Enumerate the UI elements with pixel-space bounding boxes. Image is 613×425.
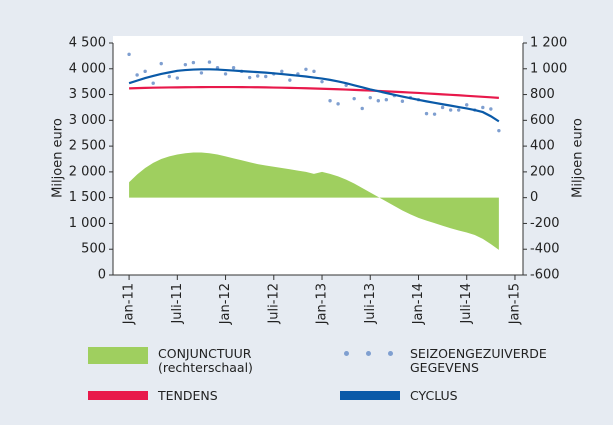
x-tick-label: Jan-11 — [122, 283, 137, 325]
data-dot — [247, 75, 252, 80]
legend-swatch — [88, 347, 148, 364]
y2-tick-label: 800 — [530, 87, 555, 102]
data-dot — [191, 60, 196, 65]
data-dot — [207, 60, 212, 64]
data-dot — [448, 108, 453, 112]
y2-tick-label: 200 — [530, 164, 555, 179]
x-tick-label: Jan-13 — [315, 283, 330, 325]
data-dot — [143, 69, 147, 74]
x-tick-label: Jan-12 — [218, 283, 233, 325]
y2-tick-label: 1 200 — [530, 36, 567, 51]
data-dot — [368, 95, 372, 100]
y2-tick-label: 600 — [530, 113, 555, 128]
y-tick-label: 3 000 — [69, 113, 106, 128]
y-tick-label: 4 500 — [69, 36, 106, 51]
x-tick-label: Juli-13 — [363, 283, 378, 325]
data-dot — [175, 76, 180, 80]
x-tick-label: Juli-14 — [459, 283, 474, 325]
data-dot — [328, 99, 332, 103]
data-dot — [497, 128, 501, 133]
data-dot — [312, 69, 316, 74]
data-dot — [223, 72, 228, 76]
y2-tick-label: 1 000 — [530, 61, 567, 76]
area — [129, 152, 499, 250]
y-tick-label: 2 000 — [69, 164, 106, 179]
data-dot — [465, 103, 469, 107]
y-axis-label: Miljoen euro — [51, 118, 66, 198]
data-dot — [456, 108, 461, 112]
legend-swatch — [88, 391, 148, 400]
data-dot — [489, 107, 493, 111]
data-dot — [151, 81, 155, 85]
y-tick-label: 2 500 — [69, 139, 106, 154]
legend-swatch — [340, 351, 400, 359]
y-tick-label: 3 500 — [69, 87, 106, 102]
data-dot — [424, 111, 429, 116]
data-dot — [167, 74, 171, 79]
x-tick-label: Jan-15 — [507, 283, 522, 325]
data-dot — [159, 61, 163, 66]
y2-tick-label: 0 — [530, 190, 538, 205]
data-dot — [135, 73, 139, 77]
y2-tick-label: -400 — [530, 242, 560, 257]
y2-tick-label: 400 — [530, 139, 555, 154]
data-dot — [288, 78, 292, 82]
data-dot — [440, 105, 445, 110]
data-dot — [432, 112, 437, 116]
data-dot — [384, 98, 389, 102]
y-tick-label: 500 — [81, 242, 106, 257]
legend-label: CONJUNCTUUR (rechterschaal) — [158, 346, 253, 375]
y2-axis-label: Miljoen euro — [571, 118, 586, 198]
legend-label: CYCLUS — [410, 388, 458, 403]
y-tick-label: 1 000 — [69, 216, 106, 231]
data-dot — [231, 66, 236, 70]
x-tick-label: Juli-12 — [266, 283, 281, 325]
data-dot — [336, 102, 340, 106]
y-tick-label: 0 — [98, 268, 106, 283]
legend-label: SEIZOENGEZUIVERDE GEGEVENS — [410, 346, 547, 375]
data-dot — [481, 105, 485, 110]
legend-label: TENDENS — [158, 388, 218, 403]
data-dot — [352, 96, 356, 101]
data-dot — [280, 69, 284, 74]
data-dot — [183, 62, 188, 67]
x-tick-label: Jan-14 — [411, 283, 426, 325]
data-dot — [199, 71, 204, 75]
data-dot — [256, 74, 260, 78]
y2-tick-label: -600 — [530, 268, 560, 283]
y-tick-label: 1 500 — [69, 190, 106, 205]
line — [128, 68, 500, 123]
data-dot — [376, 99, 380, 103]
data-dot — [304, 67, 308, 71]
legend-swatch — [340, 391, 400, 400]
data-dot — [264, 74, 268, 79]
y2-tick-label: -200 — [530, 216, 560, 231]
data-dot — [320, 79, 324, 84]
x-tick-label: Juli-11 — [170, 283, 185, 325]
line — [129, 85, 499, 99]
data-dot — [360, 106, 364, 111]
y-tick-label: 4 000 — [69, 61, 106, 76]
data-dot — [127, 52, 131, 57]
data-dot — [400, 99, 405, 103]
